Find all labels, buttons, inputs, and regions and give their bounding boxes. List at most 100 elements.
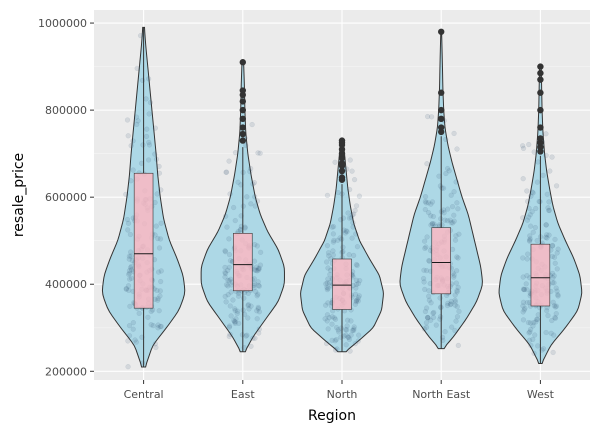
jitter-point [353,231,359,237]
jitter-point [453,280,460,286]
jitter-point [130,326,136,332]
outlier-point [239,87,246,94]
jitter-point [529,189,535,195]
jitter-point [251,180,258,186]
jitter-point [428,300,434,306]
jitter-point [448,192,454,198]
jitter-point [520,303,526,309]
jitter-point [335,237,341,244]
jitter-point [134,121,140,128]
jitter-point [136,310,142,317]
jitter-point [426,258,432,264]
jitter-point [231,317,237,324]
jitter-point [248,303,254,309]
jitter-point [551,332,557,338]
jitter-point [454,289,460,295]
jitter-point [548,330,554,336]
jitter-point [235,290,242,296]
jitter-point [549,317,555,324]
jitter-point [452,302,458,308]
jitter-point [430,310,436,316]
jitter-point [444,218,451,224]
jitter-point [254,293,260,299]
jitter-point [124,117,131,123]
jitter-point [251,258,258,264]
y-tick-label: 800000 [45,104,87,117]
jitter-point [126,276,133,282]
jitter-point [451,130,457,137]
outlier-point [239,106,246,114]
jitter-point [442,329,448,335]
jitter-point [551,280,557,286]
jitter-point [428,317,434,323]
jitter-point [423,244,429,250]
jitter-point [345,210,351,216]
jitter-point [255,266,262,272]
jitter-point [423,200,429,206]
jitter-point [351,211,357,217]
jitter-point [323,259,330,265]
jitter-point [352,291,359,297]
jitter-point [452,292,458,298]
jitter-point [224,224,230,230]
jitter-point [438,216,444,222]
jitter-point [222,269,228,276]
jitter-point [554,266,560,272]
jitter-point [244,332,250,338]
jitter-point [134,65,140,72]
box-iqr [133,172,154,309]
jitter-point [552,315,559,321]
jitter-point [442,217,448,223]
jitter-point [524,272,530,279]
jitter-point [223,169,230,175]
box-iqr [233,233,253,292]
jitter-point [152,199,158,206]
jitter-point [540,346,547,352]
jitter-point [348,318,354,324]
jitter-point [254,268,260,274]
jitter-point [331,315,338,321]
jitter-point [528,342,534,349]
jitter-point [526,214,532,220]
outlier-point [537,106,544,114]
jitter-point [448,220,454,226]
outlier-point [438,124,445,131]
jitter-point [525,198,531,205]
jitter-point [232,150,239,156]
jitter-point [530,229,536,235]
jitter-point [451,218,457,224]
jitter-point [552,236,558,243]
jitter-point [150,322,156,329]
jitter-point [421,267,427,273]
jitter-point [531,350,537,357]
jitter-point [344,317,351,323]
jitter-point [534,179,541,185]
jitter-point [332,159,338,165]
jitter-point [156,245,163,251]
jitter-point [130,138,136,144]
jitter-point [527,329,533,335]
jitter-point [225,283,231,289]
jitter-point [426,293,432,299]
outlier-point [338,167,346,175]
jitter-point [157,323,164,330]
jitter-point [332,347,339,353]
jitter-point [422,286,428,293]
jitter-point [152,151,158,157]
jitter-point [326,280,333,286]
jitter-point [127,265,134,271]
jitter-point [521,286,527,293]
jitter-point [422,308,429,315]
jitter-point [356,293,362,299]
jitter-point [543,222,549,228]
jitter-point [126,253,133,259]
jitter-point [431,309,437,316]
jitter-point [531,319,537,326]
jitter-point [455,342,461,349]
jitter-point [522,305,528,311]
jitter-point [228,313,234,319]
jitter-point [354,262,360,269]
jitter-point [543,329,549,336]
jitter-point [325,285,331,292]
jitter-point [222,264,228,271]
